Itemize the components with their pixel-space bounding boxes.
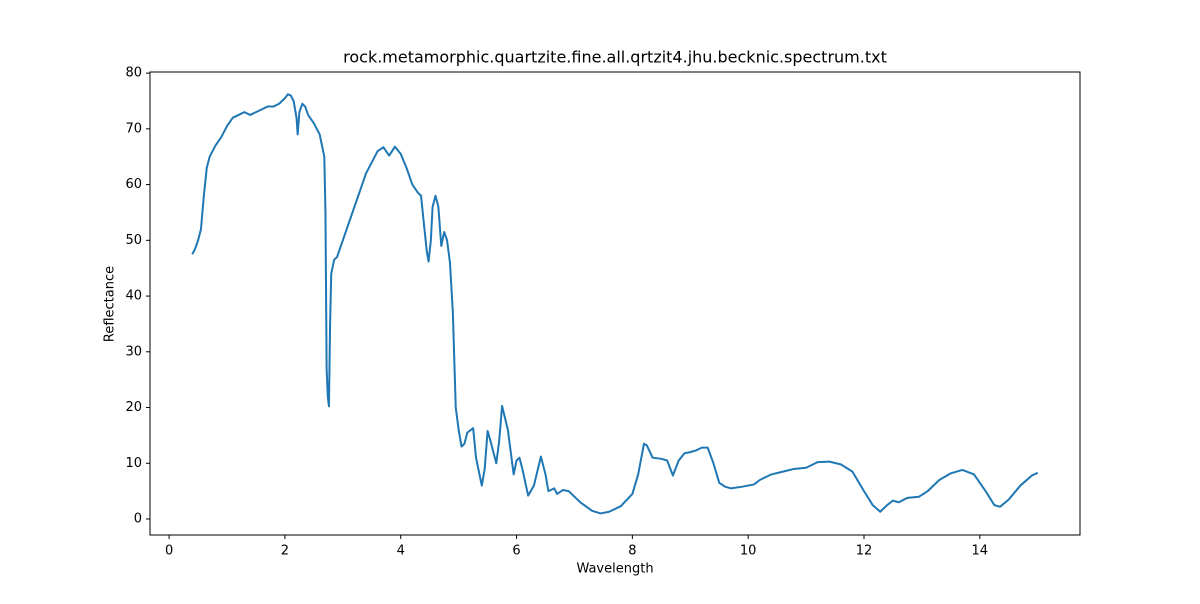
x-axis-label: Wavelength: [576, 562, 653, 577]
y-tick-label: 0: [134, 512, 142, 527]
y-tick-label: 40: [125, 289, 142, 304]
y-axis-label: Reflectance: [103, 266, 118, 342]
plot-frame: [149, 71, 1081, 536]
y-tick-label: 50: [125, 233, 142, 248]
x-tick-label: 0: [165, 544, 173, 559]
x-tick-label: 4: [397, 544, 405, 559]
data-line: [191, 93, 1039, 515]
y-tick-label: 20: [125, 400, 142, 415]
y-tick-label: 60: [125, 177, 142, 192]
chart-title: rock.metamorphic.quartzite.fine.all.qrtz…: [343, 48, 887, 67]
x-tick-label: 6: [512, 544, 520, 559]
x-tick-label: 14: [972, 544, 989, 559]
y-tick-label: 80: [125, 66, 142, 81]
x-tick-label: 2: [281, 544, 289, 559]
y-tick-label: 10: [125, 456, 142, 471]
x-tick-label: 10: [740, 544, 757, 559]
y-tick-label: 70: [125, 121, 142, 136]
y-tick-label: 30: [125, 344, 142, 359]
x-tick-label: 8: [628, 544, 636, 559]
x-tick-label: 12: [856, 544, 873, 559]
